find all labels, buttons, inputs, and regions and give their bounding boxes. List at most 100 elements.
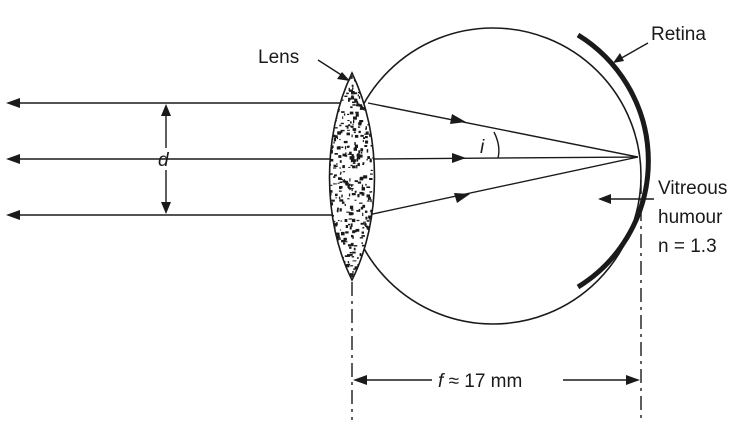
stipple-dot [354, 277, 358, 280]
stipple-dot [343, 180, 345, 184]
stipple-dot [359, 271, 364, 274]
stipple-dot [346, 240, 348, 243]
stipple-dot [349, 252, 352, 254]
stipple-dot [331, 255, 333, 257]
diameter-arrow-down [161, 202, 171, 214]
stipple-dot [339, 269, 342, 273]
stipple-dot [346, 211, 350, 213]
stipple-dot [335, 80, 338, 83]
stipple-dot [335, 264, 340, 268]
stipple-dot [351, 158, 354, 162]
stipple-dot [336, 238, 339, 241]
stipple-dot [340, 220, 342, 222]
stipple-dot [353, 160, 355, 164]
stipple-dot [329, 113, 334, 115]
stipple-dot [333, 262, 336, 266]
stipple-dot [356, 156, 361, 160]
stipple-dot [361, 184, 364, 188]
stipple-dot [349, 226, 352, 230]
stipple-dot [352, 251, 356, 254]
stipple-dot [370, 83, 374, 86]
stipple-dot [343, 113, 346, 116]
vitreous-label-line1: Vitreous [658, 178, 727, 199]
stipple-dot [342, 165, 345, 169]
arrowhead-top-left [6, 98, 20, 108]
stipple-dot [344, 146, 347, 150]
stipple-dot [345, 125, 347, 127]
stipple-dot [350, 106, 353, 109]
stipple-dot [349, 89, 353, 92]
stipple-dot [357, 264, 359, 267]
stipple-dot [340, 129, 345, 132]
stipple-dot [358, 121, 362, 124]
stipple-dot [373, 140, 375, 144]
stipple-dot [329, 163, 331, 166]
stipple-dot [341, 201, 345, 204]
stipple-dot [372, 74, 375, 77]
stipple-dot [339, 181, 343, 183]
stipple-dot [329, 124, 330, 127]
stipple-dot [341, 111, 345, 113]
stipple-dot [329, 177, 331, 180]
stipple-dot [362, 212, 364, 216]
stipple-dot [356, 219, 360, 222]
stipple-dot [358, 130, 361, 134]
stipple-dot [337, 272, 339, 276]
stipple-dot [339, 229, 342, 231]
stipple-dot [361, 235, 365, 237]
stipple-dot [344, 155, 348, 157]
stipple-dot [368, 196, 371, 200]
stipple-dot [357, 126, 361, 128]
stipple-dot [375, 160, 378, 162]
stipple-dot [341, 231, 345, 236]
stipple-dot [373, 141, 375, 145]
stipple-dot [363, 107, 365, 110]
ray-bottom-inside [367, 156, 639, 216]
stipple-dot [337, 208, 339, 211]
stipple-dot [340, 171, 342, 174]
stipple-dot [351, 154, 354, 157]
stipple-dot [347, 184, 350, 188]
stipple-dot [344, 255, 348, 257]
stipple-dot [348, 124, 351, 127]
stipple-dot [347, 261, 350, 264]
stipple-dot [341, 265, 345, 269]
stipple-dot [375, 143, 379, 145]
stipple-dot [351, 234, 353, 238]
stipple-dot [351, 218, 356, 223]
stipple-dot [375, 111, 376, 112]
stipple-dot [348, 97, 351, 101]
stipple-dot [364, 210, 368, 213]
stipple-dot [354, 190, 357, 193]
stipple-dot [358, 122, 362, 126]
stipple-dot [329, 80, 331, 84]
diameter-label: d [158, 150, 170, 171]
stipple-dot [352, 162, 356, 164]
stipple-dot [356, 158, 359, 162]
stipple-dot [335, 263, 337, 267]
stipple-dot [340, 267, 343, 269]
stipple-dot [329, 173, 333, 175]
stipple-dot [349, 205, 354, 209]
stipple-dot [362, 164, 364, 165]
stipple-dot [339, 167, 341, 169]
stipple-dot [362, 227, 365, 229]
stipple-dot [329, 144, 331, 147]
stipple-dot [352, 231, 355, 233]
stipple-dot [354, 199, 357, 201]
stipple-dot [351, 134, 353, 138]
stipple-dot [334, 107, 336, 110]
stipple-dot [364, 133, 366, 136]
stipple-dot [331, 107, 333, 110]
stipple-dot [366, 79, 369, 81]
stipple-dot [353, 128, 356, 131]
stipple-dot [359, 202, 363, 204]
stipple-dot [358, 91, 361, 94]
stipple-dot [367, 276, 369, 280]
stipple-dot [374, 238, 375, 241]
stipple-dot [356, 74, 359, 78]
stipple-dot [334, 76, 338, 80]
stipple-dot [370, 145, 373, 147]
stipple-dot [348, 193, 351, 197]
stipple-dot [334, 153, 338, 155]
